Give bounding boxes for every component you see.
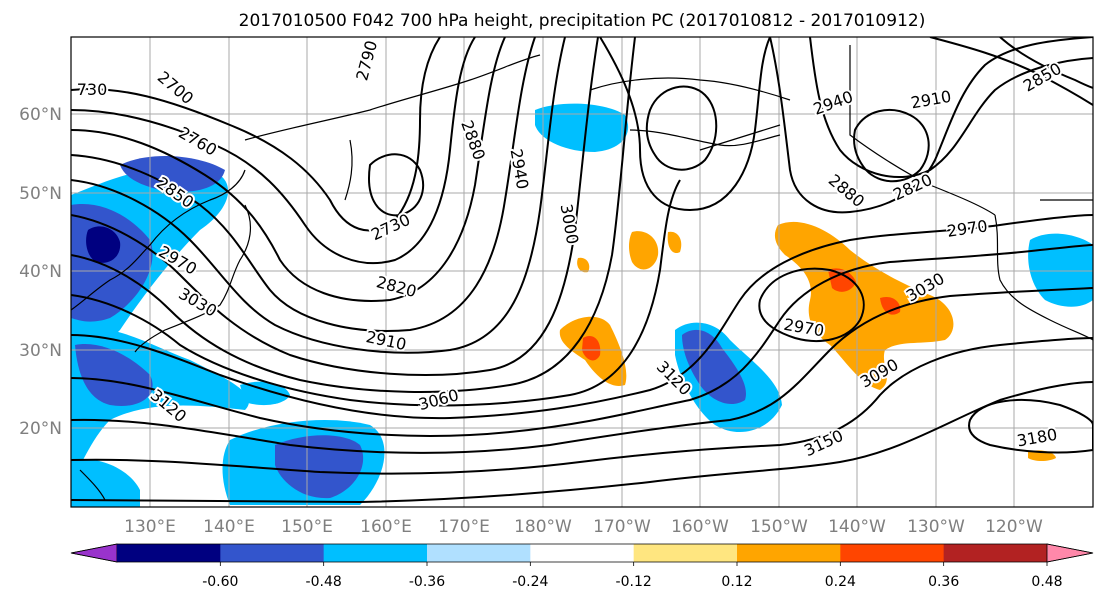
colorbar: -0.60 -0.48 -0.36 -0.24 -0.12 0.12 0.24 0.36 0.4…	[70, 543, 1094, 590]
colorbar-segment	[427, 544, 531, 562]
colorbar-segments	[70, 543, 1094, 563]
colorbar-segment	[943, 544, 1048, 562]
lon-label: 160°E	[360, 517, 412, 537]
lat-label: 50°N	[19, 184, 62, 204]
colorbar-segment	[633, 544, 738, 562]
colorbar-segment	[530, 544, 635, 562]
lon-label: 150°W	[750, 517, 808, 537]
colorbar-segment	[840, 544, 945, 562]
colorbar-segment	[323, 544, 428, 562]
height-contours	[71, 37, 1093, 504]
colorbar-labels: -0.60 -0.48 -0.36 -0.24 -0.12 0.12 0.24 0.36 0.4…	[202, 562, 1063, 590]
lon-label: 170°W	[593, 517, 651, 537]
colorbar-tick-label: 0.24	[825, 574, 856, 590]
colorbar-segment	[220, 544, 325, 562]
lat-label: 20°N	[19, 419, 62, 439]
colorbar-extend-high	[1046, 543, 1094, 563]
colorbar-tick-label: -0.12	[616, 574, 652, 590]
colorbar-extend-low	[70, 543, 118, 563]
colorbar-tick-label: -0.36	[409, 574, 445, 590]
colorbar-tick-label: 0.12	[721, 574, 752, 590]
lon-label: 130°E	[124, 517, 176, 537]
lon-label: 140°W	[828, 517, 886, 537]
colorbar-segment	[737, 544, 841, 562]
lat-label: 60°N	[19, 105, 62, 125]
graticule	[71, 37, 1093, 507]
lon-label: 120°W	[985, 517, 1043, 537]
lon-label: 130°W	[907, 517, 965, 537]
colorbar-tick-label: 0.48	[1031, 574, 1062, 590]
lat-label: 40°N	[19, 262, 62, 282]
lat-label: 30°N	[19, 341, 62, 361]
colorbar-tick-label: -0.48	[306, 574, 342, 590]
lon-label: 150°E	[281, 517, 333, 537]
map-frame	[70, 36, 1094, 508]
colorbar-tick-label: 0.36	[928, 574, 959, 590]
lon-label: 180°W	[514, 517, 572, 537]
chart-title: 2017010500 F042 700 hPa height, precipit…	[239, 11, 926, 31]
colorbar-outline	[70, 543, 1094, 563]
colorbar-segment	[117, 544, 221, 562]
lon-label: 170°E	[438, 517, 490, 537]
lon-label: 140°E	[203, 517, 255, 537]
colorbar-tick-label: -0.24	[512, 574, 548, 590]
lon-labels: 130°E 140°E 150°E 160°E 170°E 180°W 170°…	[124, 517, 1043, 537]
map-panel: 730 2700 2760 2850 2970 3030 3120 2790 2…	[70, 36, 1094, 508]
lon-label: 160°W	[671, 517, 729, 537]
lat-labels: 60°N 50°N 40°N 30°N 20°N	[19, 105, 62, 439]
colorbar-tick-label: -0.60	[202, 574, 238, 590]
contour-label: 730	[77, 80, 108, 99]
